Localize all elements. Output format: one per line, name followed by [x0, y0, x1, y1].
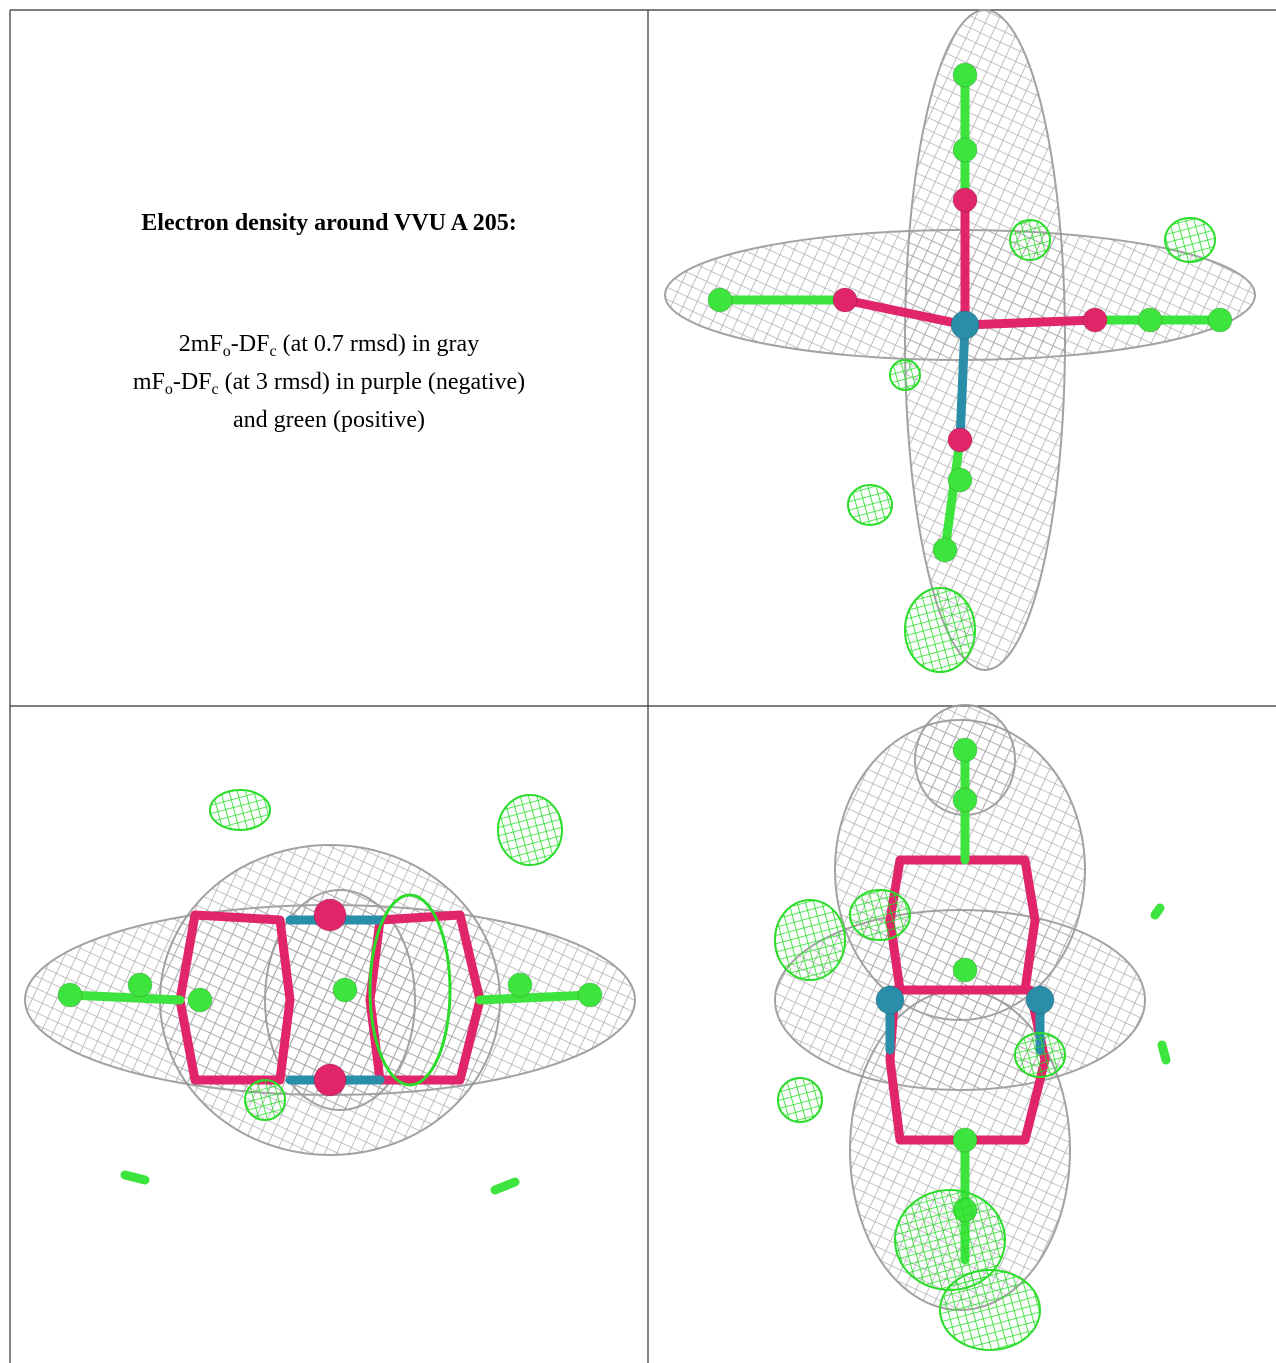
atom: [1083, 308, 1107, 332]
text-run: and green (positive): [233, 407, 425, 433]
atom: [128, 973, 152, 997]
text-run: (at 0.7 rmsd) in gray: [277, 331, 480, 357]
atom: [314, 1064, 346, 1096]
positive-density: [1015, 1033, 1065, 1077]
subscript: o: [165, 381, 173, 398]
density-mesh: [905, 10, 1065, 670]
positive-density: [850, 890, 910, 940]
subscript: c: [269, 343, 276, 360]
positive-density: [1165, 218, 1215, 262]
text-run: -DF: [231, 331, 270, 357]
positive-density: [775, 900, 845, 980]
atom: [1026, 986, 1054, 1014]
atom: [578, 983, 602, 1007]
positive-density: [895, 1190, 1005, 1290]
bond: [1162, 1045, 1166, 1060]
positive-density: [210, 790, 270, 830]
atom: [953, 1128, 977, 1152]
atom: [708, 288, 732, 312]
positive-density: [498, 795, 562, 865]
bond: [495, 1182, 515, 1190]
positive-density: [890, 360, 920, 390]
atom: [1138, 308, 1162, 332]
atom: [951, 311, 979, 339]
atom: [953, 958, 977, 982]
text-run: 2mF: [179, 331, 223, 357]
atom: [508, 973, 532, 997]
atom: [953, 63, 977, 87]
atom: [953, 188, 977, 212]
atom: [948, 468, 972, 492]
bond: [965, 320, 1095, 325]
text-run: -DF: [173, 369, 212, 395]
atom: [833, 288, 857, 312]
positive-density: [245, 1080, 285, 1120]
text-run: mF: [133, 369, 165, 395]
caption-line: 2mFo-DFc (at 0.7 rmsd) in gray: [10, 325, 648, 363]
subscript: o: [223, 343, 231, 360]
caption-title: Electron density around VVU A 205:: [10, 210, 648, 237]
atom: [953, 738, 977, 762]
caption-line: mFo-DFc (at 3 rmsd) in purple (negative): [10, 363, 648, 401]
positive-density: [905, 588, 975, 672]
bond: [125, 1175, 145, 1180]
positive-density: [778, 1078, 822, 1122]
bond: [480, 995, 590, 1000]
atom: [933, 538, 957, 562]
positive-density: [1010, 220, 1050, 260]
subscript: c: [212, 381, 219, 398]
bond: [1155, 908, 1160, 915]
bond: [70, 995, 180, 1000]
page: Electron density around VVU A 205: 2mFo-…: [0, 0, 1276, 1363]
atom: [188, 988, 212, 1012]
caption-cell: Electron density around VVU A 205: 2mFo-…: [10, 10, 648, 706]
atom: [58, 983, 82, 1007]
atom: [1208, 308, 1232, 332]
bond: [960, 325, 965, 440]
caption-line: and green (positive): [10, 401, 648, 439]
positive-density: [848, 485, 892, 525]
atom: [953, 138, 977, 162]
atom: [333, 978, 357, 1002]
atom: [314, 899, 346, 931]
atom: [953, 788, 977, 812]
text-run: (at 3 rmsd) in purple (negative): [219, 369, 526, 395]
atom: [948, 428, 972, 452]
atom: [876, 986, 904, 1014]
